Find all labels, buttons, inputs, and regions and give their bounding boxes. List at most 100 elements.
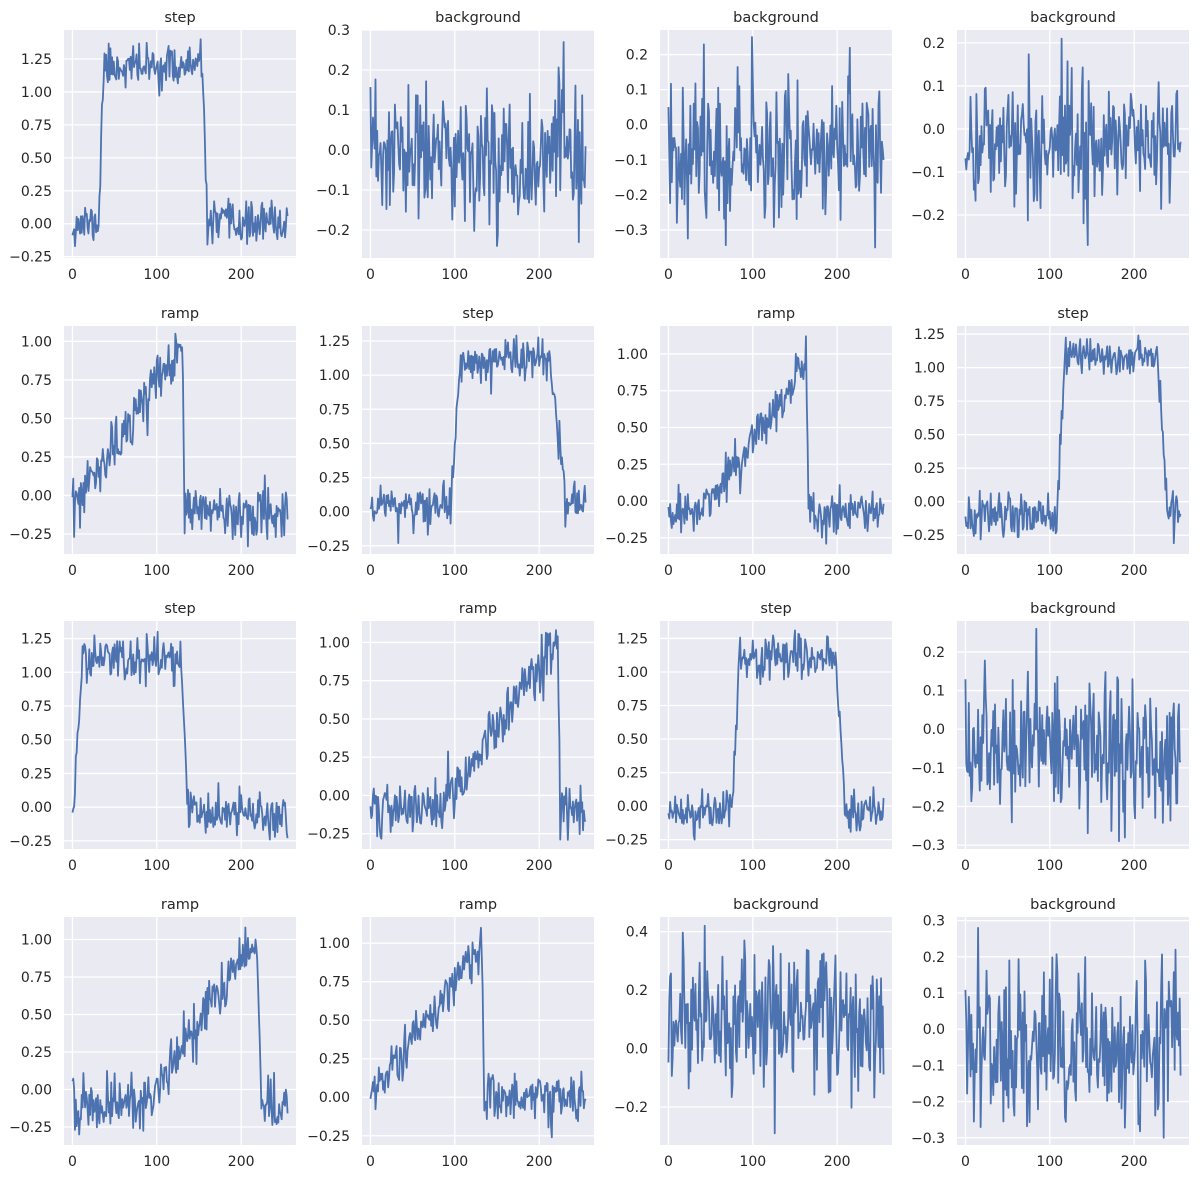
y-tick-label: 0.0 [923,1022,945,1038]
y-tick-label: 0.00 [617,799,648,815]
y-tick-label: 1.00 [21,334,52,350]
y-tick-label: −0.1 [911,761,945,777]
y-tick-label: 0.2 [626,48,648,64]
y-tick-label: −0.3 [911,838,945,854]
subplot-title: background [733,10,819,26]
x-tick-label: 100 [739,267,766,283]
y-tick-label: 1.00 [617,347,648,363]
x-tick-label: 200 [526,267,553,283]
y-tick-label: 0.0 [328,143,350,159]
y-tick-label: −0.1 [911,165,945,181]
series-line [667,36,885,249]
x-tick-label: 0 [366,858,375,874]
subplot-panel-8: 0 100 200 −0.25 0.00 0.25 0.50 0.75 1.00 1.25 step [895,296,1195,595]
subplot-panel-11: 0 100 200 −0.25 0.00 0.25 0.50 0.75 1.00 1.25 step [598,591,898,890]
y-tick-label: −0.2 [614,1100,648,1116]
subplot-15: 0 100 200 −0.2 0.0 0.2 0.4 background [614,897,892,1170]
x-tick-label: 0 [68,267,77,283]
subplot-11: 0 100 200 −0.25 0.00 0.25 0.50 0.75 1.00 1.25 step [605,601,892,874]
y-tick-label: 0.75 [617,384,648,400]
y-tick-label: 0.1 [923,79,945,95]
y-tick-label: 0.1 [923,986,945,1002]
subplot-title: background [435,10,521,26]
subplot-panel-7: 0 100 200 −0.25 0.00 0.25 0.50 0.75 1.00 ramp [598,296,898,595]
subplot-2: 0 100 200 −0.2 −0.1 0.0 0.1 0.2 0.3 background [316,10,594,283]
subplot-3: 0 100 200 −0.3 −0.2 −0.1 0.0 0.1 0.2 background [614,10,892,283]
y-tick-label: −0.3 [911,1131,945,1147]
y-tick-label: −0.2 [316,223,350,239]
y-tick-label: 1.25 [21,632,52,648]
series-line [369,629,587,841]
x-tick-label: 200 [526,563,553,579]
subplot-panel-12: 0 100 200 −0.3 −0.2 −0.1 0.0 0.1 0.2 background [895,591,1195,890]
subplot-panel-4: 0 100 200 −0.2 −0.1 0.0 0.1 0.2 background [895,0,1195,299]
series-line [71,630,289,841]
y-tick-label: 0.25 [914,461,945,477]
subplot-panel-3: 0 100 200 −0.3 −0.2 −0.1 0.0 0.1 0.2 background [598,0,898,299]
subplot-title: ramp [161,306,199,322]
x-tick-label: 200 [1121,858,1148,874]
y-tick-label: 0.25 [21,1045,52,1061]
subplot-5: 0 100 200 −0.25 0.00 0.25 0.50 0.75 1.00 ramp [9,306,296,579]
y-tick-label: 1.25 [617,631,648,647]
y-tick-label: 0.00 [617,494,648,510]
y-tick-label: 0.75 [319,674,350,690]
x-tick-label: 200 [228,1154,255,1170]
x-tick-label: 0 [961,267,970,283]
subplot-6: 0 100 200 −0.25 0.00 0.25 0.50 0.75 1.00 1.25 step [307,306,594,579]
subplot-title: step [462,306,493,322]
subplot-title: background [733,897,819,913]
subplot-panel-5: 0 100 200 −0.25 0.00 0.25 0.50 0.75 1.00 ramp [2,296,302,595]
y-tick-label: 1.00 [21,933,52,949]
x-tick-label: 0 [664,858,673,874]
y-tick-label: 0.0 [923,722,945,738]
x-tick-label: 200 [1121,1154,1148,1170]
subplot-8: 0 100 200 −0.25 0.00 0.25 0.50 0.75 1.00 1.25 step [902,306,1189,579]
subplot-10: 0 100 200 −0.25 0.00 0.25 0.50 0.75 1.00 ramp [307,601,594,874]
series-line [667,335,885,545]
subplot-title: background [1030,10,1116,26]
series-line [71,926,289,1136]
y-tick-label: 0.3 [923,914,945,930]
x-tick-label: 100 [143,267,170,283]
y-tick-label: 1.00 [617,665,648,681]
x-tick-label: 0 [68,563,77,579]
x-tick-label: 200 [526,1154,553,1170]
subplot-panel-1: 0 100 200 −0.25 0.00 0.25 0.50 0.75 1.00 1.25 step [2,0,302,299]
subplot-panel-15: 0 100 200 −0.2 0.0 0.2 0.4 background [598,887,898,1186]
x-tick-label: 100 [441,858,468,874]
series-line [71,332,289,548]
subplot-title: background [1030,897,1116,913]
y-tick-label: 1.00 [21,665,52,681]
y-tick-label: 0.1 [626,83,648,99]
x-tick-label: 0 [366,563,375,579]
subplot-13: 0 100 200 −0.25 0.00 0.25 0.50 0.75 1.00 ramp [9,897,296,1170]
subplot-title: ramp [459,601,497,617]
y-tick-label: 0.25 [21,766,52,782]
y-tick-label: 0.0 [626,118,648,134]
y-tick-label: 1.00 [21,85,52,101]
y-tick-label: 0.50 [319,436,350,452]
x-tick-label: 200 [228,858,255,874]
subplot-title: background [1030,601,1116,617]
y-tick-label: 0.2 [328,63,350,79]
y-tick-label: 0.50 [21,411,52,427]
series-line [964,334,1182,545]
y-tick-label: 0.25 [617,766,648,782]
y-tick-label: −0.2 [911,799,945,815]
y-tick-label: 0.50 [21,151,52,167]
y-tick-label: 0.50 [617,732,648,748]
y-tick-label: −0.2 [911,1095,945,1111]
y-tick-label: 0.75 [21,699,52,715]
y-tick-label: −0.25 [9,527,52,543]
x-tick-label: 200 [824,267,851,283]
x-tick-label: 0 [68,1154,77,1170]
x-tick-label: 0 [961,858,970,874]
subplot-title: step [164,601,195,617]
series-line [369,41,587,247]
y-tick-label: 0.2 [923,645,945,661]
y-tick-label: −0.25 [9,1120,52,1136]
x-tick-label: 0 [366,1154,375,1170]
subplot-4: 0 100 200 −0.2 −0.1 0.0 0.1 0.2 background [911,10,1189,283]
x-tick-label: 200 [228,563,255,579]
